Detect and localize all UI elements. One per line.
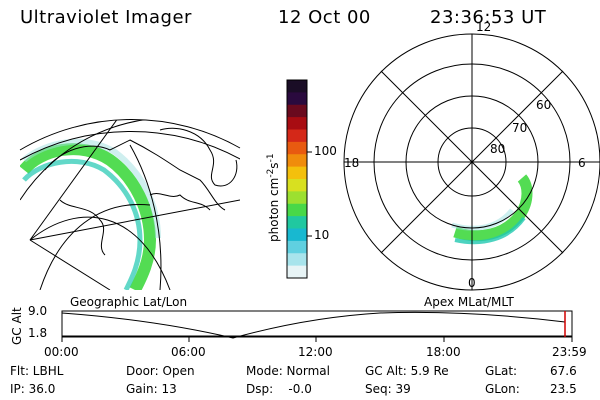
mlt-label-0: 0: [468, 276, 476, 290]
colorbar-segment: [287, 154, 307, 168]
colorbar-segment: [287, 129, 307, 143]
colorbar-frame: [286, 79, 308, 279]
left-panel-boundary: [19, 119, 241, 151]
colorbar-segment: [287, 104, 307, 118]
altitude-xtick-3: 18:00: [426, 345, 461, 359]
colorbar-segment: [287, 141, 307, 155]
colorbar-segment: [287, 228, 307, 242]
colorbar-segment: [287, 253, 307, 267]
colorbar-segment: [287, 179, 307, 192]
altitude-xtick-0: 00:00: [44, 345, 79, 359]
colorbar: [287, 80, 307, 279]
altitude-xtick-1: 06:00: [171, 345, 206, 359]
door-status: Door: Open: [126, 364, 195, 378]
mlt-label-12: 12: [476, 20, 492, 34]
glat-value: 67.6: [550, 364, 577, 378]
right-aurora-band: [453, 174, 533, 242]
filter-status: Flt: LBHL: [10, 364, 64, 378]
colorbar-unit: photon cm-2s-1: [266, 153, 281, 242]
left-aurora-band: [20, 143, 157, 291]
colorbar-segment: [287, 80, 307, 93]
gain-status: Gain: 13: [126, 382, 177, 396]
ip-status: IP: 36.0: [10, 382, 56, 396]
dsp-status: Dsp: -0.0: [246, 382, 312, 396]
colorbar-segment: [287, 117, 307, 130]
mlat-label-80: 80: [490, 142, 506, 156]
altitude-xtick-2: 12:00: [298, 345, 333, 359]
polar-plot: [343, 33, 600, 291]
colorbar-label-10: 10: [314, 228, 330, 242]
colorbar-segment: [287, 265, 307, 279]
glat-label: GLat:: [485, 364, 518, 378]
mode-status: Mode: Normal: [246, 364, 330, 378]
geographic-map: [20, 119, 240, 291]
right-panel-label: Apex MLat/MLT: [424, 295, 514, 309]
glon-value: 23.5: [550, 382, 577, 396]
colorbar-segment: [287, 216, 307, 229]
colorbar-segment: [287, 166, 307, 180]
mlt-label-18: 18: [344, 156, 360, 170]
mlat-label-70: 70: [512, 121, 528, 135]
date-label: 12 Oct 00: [278, 7, 371, 28]
colorbar-segment: [287, 203, 307, 217]
altitude-ytick-max: 9.0: [28, 304, 48, 318]
colorbar-segment: [287, 240, 307, 254]
colorbar-label-100: 100: [314, 144, 337, 158]
colorbar-segment: [287, 92, 307, 106]
altitude-plot: [61, 310, 573, 342]
glon-label: GLon:: [485, 382, 520, 396]
mlt-label-6: 6: [578, 156, 586, 170]
seq-status: Seq: 39: [365, 382, 411, 396]
gc-alt-status: GC Alt: 5.9 Re: [365, 364, 449, 378]
mlat-label-60: 60: [536, 98, 552, 112]
colorbar-segment: [287, 191, 307, 205]
altitude-xtick-4: 23:59: [552, 345, 587, 359]
altitude-ytick-min: 1.8: [28, 326, 48, 340]
time-label: 23:36:53 UT: [430, 7, 547, 28]
left-panel-label: Geographic Lat/Lon: [70, 295, 188, 309]
altitude-ylabel: GC Alt: [10, 307, 24, 345]
instrument-title: Ultraviolet Imager: [20, 7, 192, 28]
